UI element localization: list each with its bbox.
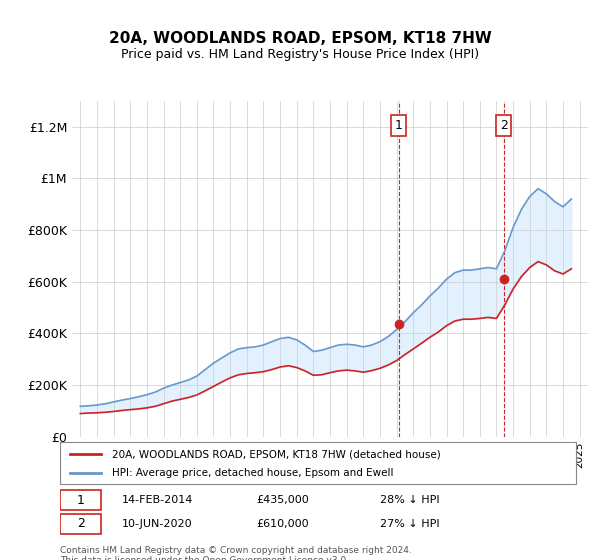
Text: Contains HM Land Registry data © Crown copyright and database right 2024.
This d: Contains HM Land Registry data © Crown c…	[60, 546, 412, 560]
Text: £435,000: £435,000	[256, 495, 309, 505]
Text: 20A, WOODLANDS ROAD, EPSOM, KT18 7HW (detached house): 20A, WOODLANDS ROAD, EPSOM, KT18 7HW (de…	[112, 449, 440, 459]
Text: 1: 1	[395, 119, 403, 132]
Text: 2: 2	[500, 119, 508, 132]
Text: 14-FEB-2014: 14-FEB-2014	[122, 495, 193, 505]
Text: 1: 1	[77, 494, 85, 507]
Text: Price paid vs. HM Land Registry's House Price Index (HPI): Price paid vs. HM Land Registry's House …	[121, 48, 479, 60]
FancyBboxPatch shape	[60, 490, 101, 510]
Text: HPI: Average price, detached house, Epsom and Ewell: HPI: Average price, detached house, Epso…	[112, 468, 393, 478]
Text: 10-JUN-2020: 10-JUN-2020	[122, 519, 193, 529]
FancyBboxPatch shape	[60, 442, 576, 484]
Text: 28% ↓ HPI: 28% ↓ HPI	[380, 495, 440, 505]
FancyBboxPatch shape	[60, 514, 101, 534]
Text: 20A, WOODLANDS ROAD, EPSOM, KT18 7HW: 20A, WOODLANDS ROAD, EPSOM, KT18 7HW	[109, 31, 491, 46]
Text: £610,000: £610,000	[256, 519, 309, 529]
Text: 27% ↓ HPI: 27% ↓ HPI	[380, 519, 440, 529]
Text: 2: 2	[77, 517, 85, 530]
